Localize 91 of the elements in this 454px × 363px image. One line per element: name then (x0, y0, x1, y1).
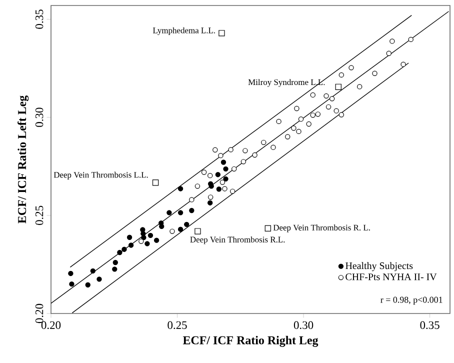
point (390, 38, 395, 44)
point (112, 260, 118, 266)
point (252, 152, 258, 158)
point (223, 166, 228, 172)
point (90, 268, 96, 274)
y-tick-label: 0.35 (35, 10, 44, 29)
point (216, 186, 222, 192)
point (335, 84, 342, 90)
point (159, 224, 164, 229)
annotation: Deep Vein Thrombosis R. L. (273, 224, 370, 232)
point (178, 226, 184, 232)
point (189, 197, 194, 202)
point (310, 112, 316, 118)
point (329, 96, 335, 102)
y-tick-label: 0.30 (35, 108, 44, 127)
point (285, 134, 290, 140)
x-tick-label: 0.25 (168, 321, 187, 330)
point (85, 282, 90, 288)
point (184, 222, 190, 228)
point (231, 166, 237, 172)
point (324, 93, 329, 99)
point (296, 128, 302, 134)
point (68, 270, 74, 276)
point (338, 112, 344, 118)
point (215, 172, 221, 178)
annotation: Deep Vein Thrombosis L.L. (54, 172, 148, 180)
x-axis-title: ECF/ ICF Ratio Right Leg (182, 336, 318, 347)
point (315, 112, 321, 117)
point (178, 186, 184, 192)
point (334, 108, 339, 114)
point (212, 147, 218, 152)
point (242, 148, 248, 154)
point (208, 172, 213, 178)
annotation: Deep Vein Thrombosis R.L. (190, 236, 285, 244)
legend-label: Healthy Subjects (346, 262, 413, 272)
point (276, 118, 282, 124)
point (291, 126, 296, 131)
point (117, 250, 122, 256)
legend-label: CHF-Pts NYHA II- IV (346, 274, 437, 280)
point (122, 246, 127, 252)
point (138, 238, 144, 244)
point (338, 72, 344, 78)
point (220, 160, 226, 165)
point (310, 92, 316, 98)
point (128, 242, 134, 248)
point (218, 30, 225, 36)
point (201, 170, 207, 175)
point (386, 50, 392, 56)
point (194, 184, 200, 189)
point (154, 238, 160, 243)
point (220, 180, 226, 185)
point (228, 147, 234, 152)
point (264, 225, 272, 232)
point (261, 140, 266, 146)
point (208, 200, 213, 206)
point (126, 234, 132, 240)
point (148, 232, 154, 238)
point (306, 121, 312, 127)
annotation: r = 0.98, p<0.001 (380, 296, 442, 305)
annotation: Lymphedema L.L. (152, 27, 215, 36)
point (144, 241, 150, 246)
y-axis-title: ECF/ ICF Ratio Left Leg (18, 96, 29, 224)
point (189, 208, 194, 214)
point (170, 228, 175, 234)
point (208, 194, 214, 200)
point (178, 210, 184, 216)
point (230, 188, 236, 194)
point (294, 106, 300, 112)
point (348, 65, 354, 70)
point (326, 104, 332, 110)
y-tick-label: 0.25 (35, 206, 44, 225)
point (69, 281, 74, 287)
point (222, 186, 228, 192)
point (298, 116, 304, 122)
point (112, 266, 118, 272)
point (357, 84, 362, 90)
point (166, 210, 172, 216)
x-tick-label: 0.30 (294, 321, 314, 330)
point (240, 159, 246, 164)
point (152, 180, 159, 186)
point (400, 62, 406, 67)
x-tick-label: 0.20 (41, 321, 61, 330)
point (194, 228, 201, 234)
point (270, 144, 276, 150)
point (408, 36, 414, 42)
x-tick-label: 0.35 (420, 321, 440, 330)
point (96, 276, 102, 282)
point (218, 152, 224, 158)
point (141, 234, 146, 240)
point (223, 176, 228, 182)
point (372, 70, 378, 76)
